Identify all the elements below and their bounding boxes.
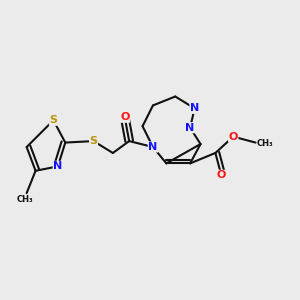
Text: N: N — [190, 103, 199, 113]
Text: O: O — [229, 132, 238, 142]
Text: N: N — [148, 142, 158, 152]
Text: N: N — [185, 123, 195, 133]
Text: CH₃: CH₃ — [17, 195, 34, 204]
Text: CH₃: CH₃ — [257, 139, 274, 148]
Text: O: O — [120, 112, 129, 122]
Text: O: O — [217, 170, 226, 180]
Text: S: S — [89, 136, 98, 146]
Text: N: N — [53, 161, 62, 171]
Text: S: S — [50, 115, 57, 125]
